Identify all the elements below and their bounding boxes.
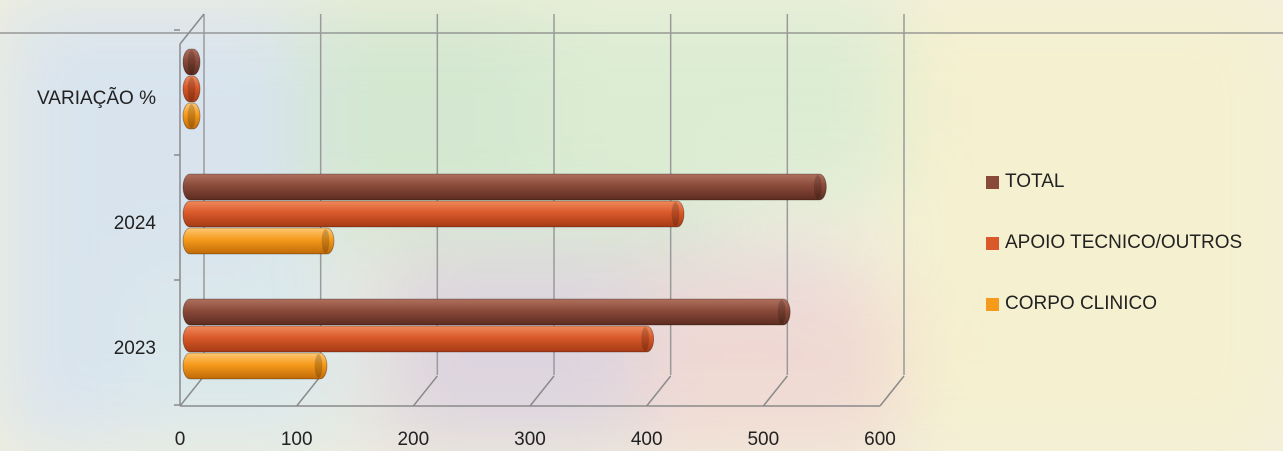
bar-body xyxy=(182,102,201,130)
bar xyxy=(182,102,201,130)
bar-end-cap xyxy=(314,354,323,378)
legend-label: TOTAL xyxy=(1005,170,1065,192)
bar xyxy=(182,200,685,228)
y-category-label: 2024 xyxy=(114,213,157,234)
bar xyxy=(182,227,335,255)
bar xyxy=(182,325,655,353)
bar-body xyxy=(182,173,827,201)
floor-tick-line xyxy=(879,375,905,407)
legend: TOTAL APOIO TECNICO/OUTROS CORPO CLINICO xyxy=(986,166,1242,349)
legend-swatch xyxy=(986,237,999,250)
tick-labels: 0 100 200 300 400 500 600 2023 2024 VARIAÇÃO % xyxy=(37,87,896,450)
bar-end-cap xyxy=(641,327,650,351)
bar-body xyxy=(182,75,201,103)
legend-swatch xyxy=(986,176,999,189)
x-tick-label: 600 xyxy=(864,429,896,450)
legend-item: APOIO TECNICO/OUTROS xyxy=(986,227,1242,258)
y-category-label: 2023 xyxy=(114,338,156,359)
bar-end-cap xyxy=(777,300,786,324)
axes xyxy=(174,13,880,407)
bar-end-cap xyxy=(187,104,196,128)
floor-tick-line xyxy=(179,375,205,407)
bar-end-cap xyxy=(187,50,196,74)
y-axis-top-edge xyxy=(179,13,205,45)
floor-tick-line xyxy=(762,375,788,407)
x-tick-label: 200 xyxy=(397,429,429,450)
bar xyxy=(182,48,201,76)
bar-body xyxy=(182,227,335,255)
floor-tick-line xyxy=(646,375,672,407)
x-tick-label: 100 xyxy=(281,429,313,450)
legend-item: TOTAL xyxy=(986,166,1242,197)
floor-tick-line xyxy=(296,375,322,407)
x-tick-label: 300 xyxy=(514,429,546,450)
bar-body xyxy=(182,325,655,353)
bar-body xyxy=(182,352,328,380)
bars xyxy=(182,48,827,380)
bar-body xyxy=(182,298,791,326)
bar xyxy=(182,173,827,201)
bar-end-cap xyxy=(321,229,330,253)
bar xyxy=(182,75,201,103)
floor-tick-line xyxy=(412,375,438,407)
bar-end-cap xyxy=(813,175,822,199)
legend-item: CORPO CLINICO xyxy=(986,288,1242,319)
x-tick-label: 0 xyxy=(175,429,186,450)
bar-end-cap xyxy=(187,77,196,101)
bar-body xyxy=(182,200,685,228)
legend-label: CORPO CLINICO xyxy=(1005,292,1158,314)
x-tick-label: 500 xyxy=(747,429,779,450)
bar-end-cap xyxy=(671,202,680,226)
y-category-label: VARIAÇÃO % xyxy=(37,87,156,109)
bar-body xyxy=(182,48,201,76)
x-tick-label: 400 xyxy=(631,429,663,450)
bar xyxy=(182,298,791,326)
bar xyxy=(182,352,328,380)
legend-label: APOIO TECNICO/OUTROS xyxy=(1005,231,1243,253)
legend-swatch xyxy=(986,298,999,311)
floor-tick-line xyxy=(529,375,555,407)
